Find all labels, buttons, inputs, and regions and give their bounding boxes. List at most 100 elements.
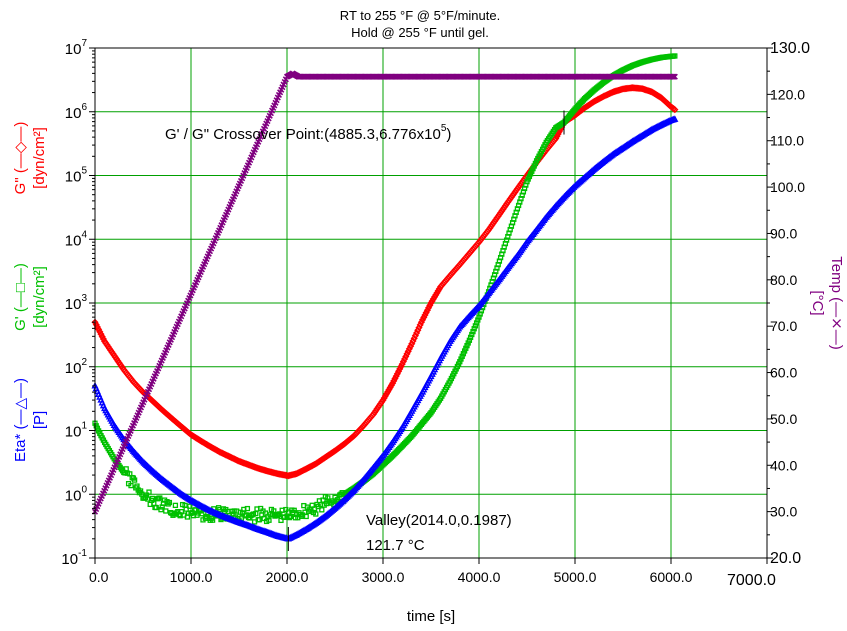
chart-title-line-2: Hold @ 255 °F until gel. — [351, 25, 489, 40]
gprime-point — [153, 504, 159, 511]
x-tick-label: 7000.0 — [727, 572, 776, 589]
gdoubleprime-point — [378, 398, 386, 406]
y-right-tick-label: 50.0 — [770, 411, 797, 427]
eta-point — [671, 115, 679, 122]
y-left-tick-label: 102 — [65, 357, 88, 377]
gprime-point — [476, 314, 482, 320]
x-tick-label: 2000.0 — [266, 569, 309, 585]
gprime-point — [128, 482, 134, 489]
series-eta — [91, 115, 679, 542]
y-right-tick-label: 70.0 — [770, 318, 797, 334]
x-tick-label: 6000.0 — [650, 569, 693, 585]
y-right-tick-label: 100.0 — [770, 179, 805, 195]
crossover-label-main: G' / G" Crossover Point:(4885.3,6.776x10 — [165, 126, 441, 143]
gprime-point — [187, 503, 193, 509]
gprime-point — [266, 517, 272, 523]
x-tick-label: 1000.0 — [170, 569, 213, 585]
y-left-tick-label: 105 — [65, 166, 88, 186]
temp-point — [671, 73, 678, 80]
gdoubleprime-point — [96, 328, 104, 336]
y-left-tick-base: 10 — [65, 105, 82, 122]
gprime-point — [465, 340, 471, 346]
gprime-point — [461, 348, 468, 354]
gprime-point — [460, 351, 467, 357]
gprime-point — [467, 334, 474, 341]
y-right-tick-label: 130.0 — [770, 40, 810, 57]
gprime-point — [137, 488, 144, 494]
y-left-label-3-line-2: [P] — [31, 411, 48, 429]
gprime-point — [325, 495, 331, 501]
gprime-point — [149, 495, 156, 502]
gdoubleprime-point — [92, 321, 100, 329]
y-left-tick-base: 10 — [65, 41, 82, 58]
crossover-label: G' / G" Crossover Point:(4885.3,6.776x10… — [165, 123, 451, 143]
y-left-tick-label: 103 — [65, 293, 88, 313]
gprime-point — [672, 53, 678, 59]
y-right-tick-label: 80.0 — [770, 272, 797, 288]
y-left-tick-label: 104 — [65, 229, 88, 249]
gprime-point — [466, 337, 473, 343]
y-left-tick-label: 10-1 — [61, 548, 87, 568]
y-left-label-3-line-1: Eta* (—△—) — [12, 378, 29, 462]
series-temp — [91, 70, 678, 515]
gprime-point — [473, 320, 480, 326]
gprime-point — [146, 489, 152, 495]
gdoubleprime-point — [98, 332, 106, 341]
y-left-tick-base: 10 — [65, 424, 82, 441]
gprime-point — [475, 317, 481, 323]
y-left-label-1-line-2: [dyn/cm²] — [31, 127, 48, 189]
gprime-point — [313, 511, 319, 517]
gdoubleprime-point — [95, 325, 103, 333]
axis-ticks — [89, 47, 773, 564]
y-left-label-2-line-1: G' (—□—) — [12, 263, 29, 331]
gdoubleprime-point — [97, 330, 105, 338]
data-series — [91, 53, 679, 542]
y-left-tick-exp: -1 — [78, 548, 87, 559]
y-left-tick-base: 10 — [65, 487, 82, 504]
gprime-point — [209, 517, 216, 523]
y-right-label-line-1: Temp (—⨯—) — [828, 256, 845, 349]
gprime-point — [163, 508, 169, 514]
y-left-tick-base: 10 — [65, 169, 82, 186]
y-right-tick-label: 60.0 — [770, 365, 797, 381]
temp-point — [670, 73, 677, 80]
y-right-tick-label: 90.0 — [770, 225, 797, 241]
gdoubleprime-point — [671, 106, 679, 114]
gprime-point — [471, 326, 477, 332]
gprime-point — [158, 507, 164, 513]
gprime-point — [256, 517, 263, 523]
y-left-tick-base: 10 — [65, 360, 82, 377]
chart-title-line-1: RT to 255 °F @ 5°F/minute. — [340, 8, 500, 23]
gprime-point — [166, 499, 173, 506]
x-axis-label: time [s] — [407, 608, 455, 625]
y-right-tick-label: 120.0 — [770, 86, 805, 102]
y-right-tick-label: 20.0 — [770, 550, 801, 567]
y-left-tick-base: 10 — [65, 296, 82, 313]
gprime-point — [477, 311, 483, 317]
gprime-point — [199, 511, 205, 517]
grid-lines — [95, 48, 767, 558]
crossover-label-tail: ) — [446, 126, 451, 143]
axis-labels: 0.0 1000.0 2000.0 3000.0 4000.0 5000.0 6000.0 7… — [12, 8, 845, 625]
y-left-tick-label: 107 — [65, 38, 88, 58]
y-right-tick-label: 30.0 — [770, 504, 797, 520]
x-tick-label: 3000.0 — [362, 569, 405, 585]
gprime-point — [319, 507, 325, 513]
gprime-point — [157, 495, 163, 501]
x-tick-label: 5000.0 — [554, 569, 597, 585]
x-tick-label: 0.0 — [89, 569, 109, 585]
gprime-point — [286, 514, 293, 521]
y-left-tick-exp: 4 — [81, 229, 87, 240]
gprime-point — [458, 356, 464, 362]
gprime-point — [244, 505, 251, 512]
y-left-tick-exp: 6 — [81, 102, 87, 113]
gprime-point — [303, 513, 309, 520]
gprime-point — [472, 323, 479, 329]
gdoubleprime-point — [93, 323, 101, 331]
gprime-point — [463, 345, 469, 351]
y-right-tick-label: 110.0 — [770, 133, 804, 149]
y-right-tick-label: 40.0 — [770, 457, 797, 473]
gprime-point — [123, 466, 129, 472]
y-left-tick-exp: 1 — [81, 421, 87, 432]
